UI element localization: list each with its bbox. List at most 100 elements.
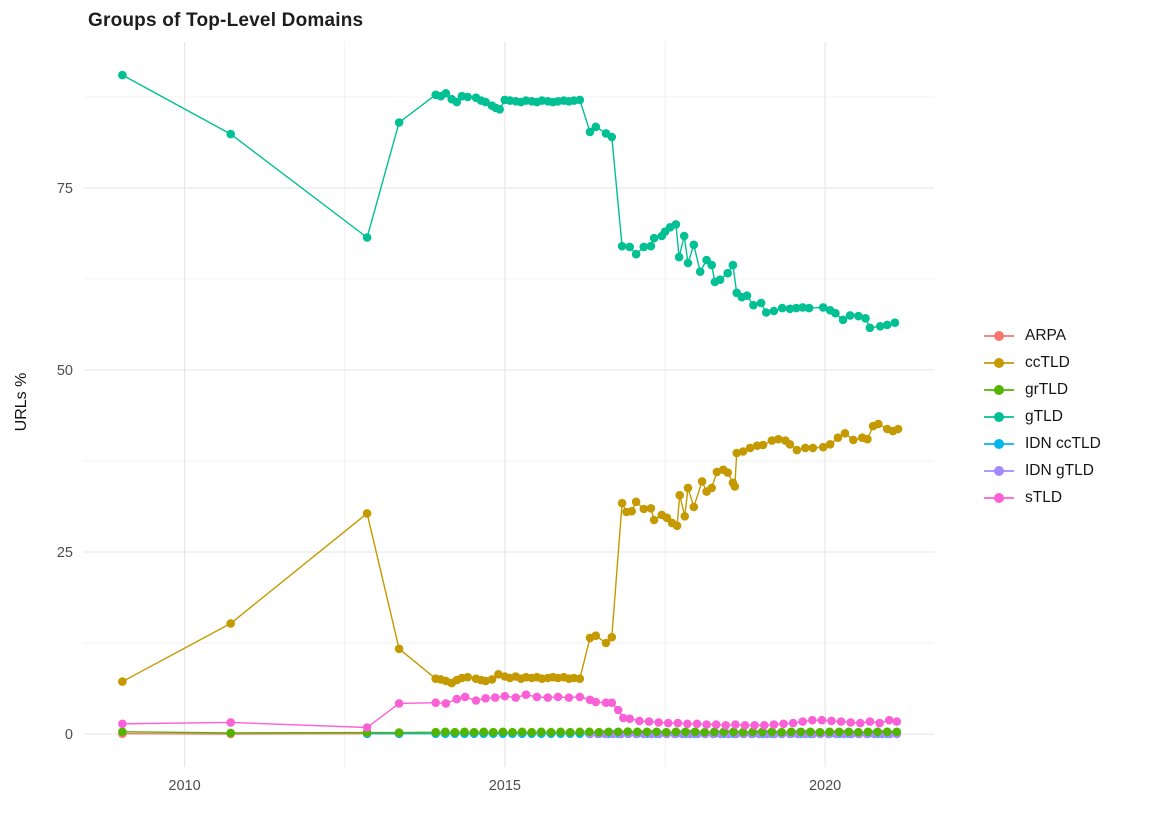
legend-key-dot — [994, 411, 1004, 422]
x-tick-label: 2015 — [489, 778, 521, 794]
data-point-gtld — [792, 303, 801, 313]
data-point-gtld — [865, 323, 875, 333]
data-point-stld — [779, 719, 788, 729]
data-point-gtld — [769, 306, 779, 316]
data-point-gtld — [882, 320, 892, 330]
data-point-gtld — [679, 231, 689, 241]
data-point-grtld — [786, 727, 796, 737]
data-point-cctld — [723, 468, 732, 477]
data-point-gtld — [689, 240, 699, 250]
data-point-grtld — [537, 727, 546, 737]
data-point-gtld — [607, 132, 617, 142]
data-point-stld — [490, 693, 500, 702]
data-point-grtld — [681, 727, 690, 737]
data-point-grtld — [594, 727, 604, 737]
data-point-stld — [750, 721, 759, 730]
data-point-grtld — [546, 727, 556, 737]
data-point-cctld — [801, 443, 810, 453]
data-point-stld — [817, 715, 827, 725]
data-point-cctld — [818, 442, 828, 452]
legend-key-dot — [994, 465, 1004, 476]
data-point-gtld — [452, 97, 462, 107]
data-point-gtld — [585, 127, 595, 137]
legend-item-idn-cctld: IDN ccTLD — [983, 430, 1101, 457]
data-point-cctld — [463, 672, 473, 682]
data-point-gtld — [804, 303, 814, 313]
data-point-cctld — [767, 436, 777, 445]
y-tick-label: 75 — [57, 181, 73, 197]
data-point-grtld — [777, 727, 786, 737]
data-point-grtld — [613, 727, 623, 737]
data-point-cctld — [849, 435, 858, 445]
data-point-grtld — [662, 727, 671, 737]
data-point-stld — [362, 723, 372, 732]
data-point-stld — [654, 718, 663, 727]
data-point-gtld — [861, 314, 870, 323]
data-point-grtld — [710, 727, 719, 737]
data-point-cctld — [774, 434, 783, 444]
data-point-gtld — [695, 267, 705, 277]
legend-key-icon-idn-cctld — [983, 435, 1015, 453]
data-point-stld — [460, 692, 470, 702]
data-point-gtld — [742, 291, 752, 301]
data-point-cctld — [627, 506, 636, 516]
data-point-gtld — [707, 260, 716, 270]
legend-key-dot — [994, 330, 1004, 341]
data-point-gtld — [785, 304, 795, 314]
data-point-stld — [865, 717, 875, 726]
data-point-cctld — [893, 424, 903, 434]
data-point-gtld — [683, 258, 693, 268]
data-point-grtld — [652, 727, 661, 737]
data-point-gtld — [756, 298, 766, 308]
data-point-gtld — [481, 97, 490, 107]
legend-item-gtld: gTLD — [983, 403, 1101, 430]
data-point-stld — [702, 720, 711, 729]
data-point-stld — [532, 692, 542, 702]
data-point-stld — [673, 718, 683, 728]
data-point-stld — [625, 714, 634, 723]
data-point-grtld — [815, 727, 825, 737]
data-point-stld — [543, 693, 553, 702]
legend: ARPA ccTLD grTLD gTLD IDN ccTLD IDN gTLD sTLD — [983, 322, 1101, 511]
data-point-cctld — [840, 429, 850, 438]
data-point-grtld — [394, 728, 404, 737]
data-point-cctld — [639, 504, 649, 514]
data-point-stld — [692, 719, 702, 729]
legend-item-stld: sTLD — [983, 484, 1101, 511]
data-point-grtld — [806, 727, 815, 737]
data-point-stld — [683, 719, 692, 729]
data-point-grtld — [671, 727, 681, 737]
legend-item-cctld: ccTLD — [983, 349, 1101, 376]
series-line-cctld — [122, 423, 899, 684]
data-point-grtld — [556, 727, 565, 737]
legend-key-icon-idn-gtld — [983, 462, 1015, 480]
data-point-grtld — [690, 727, 700, 737]
data-point-cctld — [118, 677, 127, 686]
legend-key-icon-stld — [983, 489, 1015, 507]
data-point-grtld — [844, 727, 854, 737]
data-point-cctld — [226, 619, 235, 628]
data-point-grtld — [700, 727, 709, 737]
data-point-cctld — [785, 440, 795, 449]
data-point-gtld — [617, 241, 627, 251]
data-point-stld — [591, 697, 601, 707]
data-point-stld — [760, 721, 769, 730]
legend-key-icon-cctld — [983, 354, 1015, 372]
x-tick-label: 2020 — [809, 778, 841, 794]
legend-label-idn-cctld: IDN ccTLD — [1025, 434, 1101, 452]
data-point-gtld — [875, 322, 885, 331]
data-point-cctld — [683, 483, 693, 493]
data-point-cctld — [758, 440, 768, 450]
data-point-stld — [613, 705, 623, 715]
data-point-gtld — [749, 300, 758, 310]
data-point-gtld — [362, 233, 372, 242]
data-point-grtld — [508, 727, 517, 737]
legend-key-dot — [994, 357, 1004, 368]
data-point-grtld — [469, 727, 479, 737]
data-point-grtld — [623, 727, 633, 736]
data-point-stld — [452, 694, 462, 704]
data-point-gtld — [646, 241, 656, 251]
data-point-stld — [769, 720, 779, 729]
data-point-stld — [836, 717, 846, 726]
